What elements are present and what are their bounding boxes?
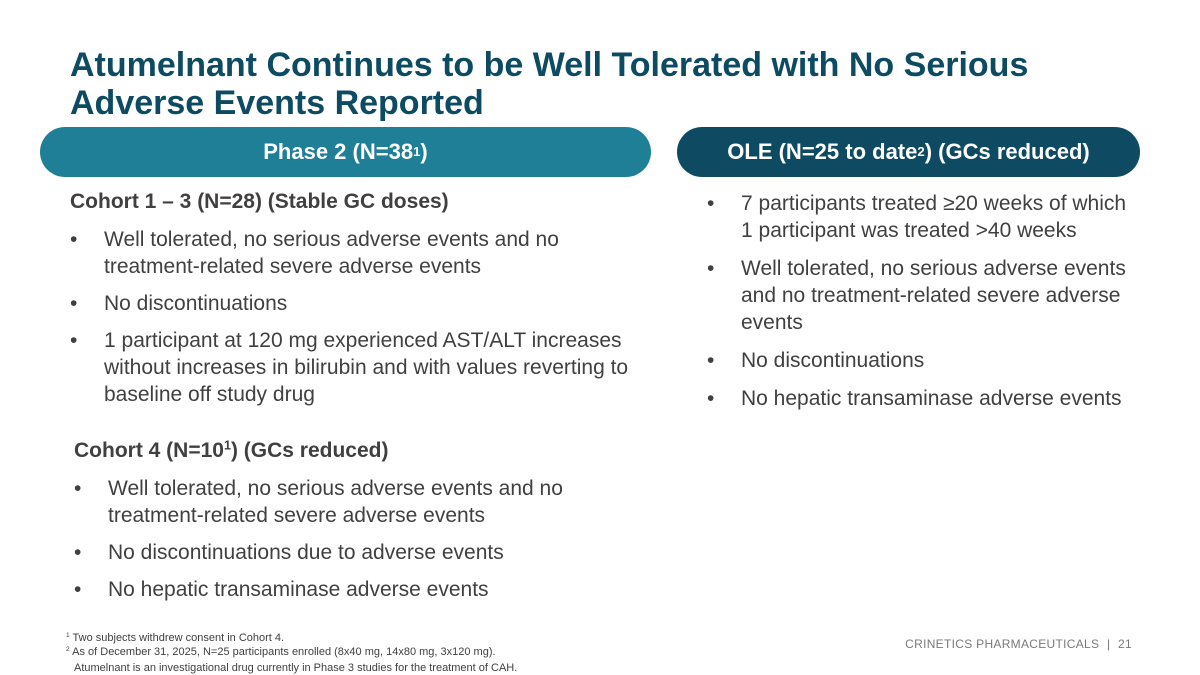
cohort-1-3-section: Cohort 1 – 3 (N=28) (Stable GC doses) • W… bbox=[70, 190, 650, 408]
bullet-icon: • bbox=[70, 292, 78, 315]
bullet-icon: • bbox=[74, 541, 82, 564]
list-item: • 1 participant at 120 mg experienced AST… bbox=[70, 329, 629, 406]
bullet-icon: • bbox=[70, 329, 78, 352]
phase2-label: Phase 2 (N=38 bbox=[263, 139, 414, 164]
list-item: • 7 participants treated ≥20 weeks of whi… bbox=[707, 192, 1127, 242]
cohort-4-footnote-mark: 1 bbox=[223, 438, 231, 453]
list-item: • No hepatic transaminase adverse events bbox=[74, 578, 489, 601]
slide-title: Atumelnant Continues to be Well Tolerate… bbox=[70, 46, 1029, 122]
list-item: • No hepatic transaminase adverse events bbox=[707, 387, 1122, 410]
page-number: 21 bbox=[1118, 637, 1132, 651]
list-item: • Well tolerated, no serious adverse even… bbox=[74, 477, 563, 527]
bullet-icon: • bbox=[707, 192, 715, 215]
footer: CRINETICS PHARMACEUTICALS | 21 bbox=[905, 637, 1132, 651]
list-item: • Well tolerated, no serious adverse even… bbox=[707, 257, 1126, 334]
bullet-icon: • bbox=[707, 387, 715, 410]
bullet-icon: • bbox=[707, 257, 715, 280]
footnote-2: 2 As of December 31, 2025, N=25 particip… bbox=[66, 646, 496, 658]
list-item: • Well tolerated, no serious adverse even… bbox=[70, 228, 559, 278]
phase2-label-suffix: ) bbox=[420, 139, 428, 164]
list-item: • No discontinuations due to adverse even… bbox=[74, 541, 504, 564]
bullet-icon: • bbox=[707, 349, 715, 372]
company-name: CRINETICS PHARMACEUTICALS bbox=[905, 637, 1100, 651]
footer-separator: | bbox=[1106, 637, 1111, 651]
list-item: • No discontinuations bbox=[70, 292, 288, 315]
ole-label: OLE (N=25 to date bbox=[727, 139, 918, 164]
cohort-4-heading: Cohort 4 (N=101) (GCs reduced) bbox=[74, 438, 389, 462]
bullet-icon: • bbox=[70, 228, 78, 251]
cohort-1-3-heading: Cohort 1 – 3 (N=28) (Stable GC doses) bbox=[70, 190, 449, 213]
footnote-1: 1 Two subjects withdrew consent in Cohor… bbox=[66, 632, 285, 644]
list-item: • No discontinuations bbox=[707, 349, 925, 372]
ole-section: • 7 participants treated ≥20 weeks of whi… bbox=[707, 190, 1127, 412]
footnotes: 1 Two subjects withdrew consent in Cohor… bbox=[66, 631, 517, 675]
ole-list: • 7 participants treated ≥20 weeks of whi… bbox=[707, 190, 1127, 412]
phase2-header-pill: Phase 2 (N=38 1) bbox=[40, 127, 651, 177]
ole-header-pill: OLE (N=25 to date 2) (GCs reduced) bbox=[677, 127, 1140, 177]
cohort-4-list: • Well tolerated, no serious adverse even… bbox=[74, 475, 654, 603]
cohort-1-3-list: • Well tolerated, no serious adverse even… bbox=[70, 226, 650, 408]
ole-label-suffix: ) (GCs reduced) bbox=[924, 139, 1090, 164]
bullet-icon: • bbox=[74, 477, 82, 500]
disclaimer: Atumelnant is an investigational drug cu… bbox=[74, 662, 518, 674]
bullet-icon: • bbox=[74, 578, 82, 601]
cohort-4-section: Cohort 4 (N=101) (GCs reduced) • Well tol… bbox=[74, 439, 654, 603]
